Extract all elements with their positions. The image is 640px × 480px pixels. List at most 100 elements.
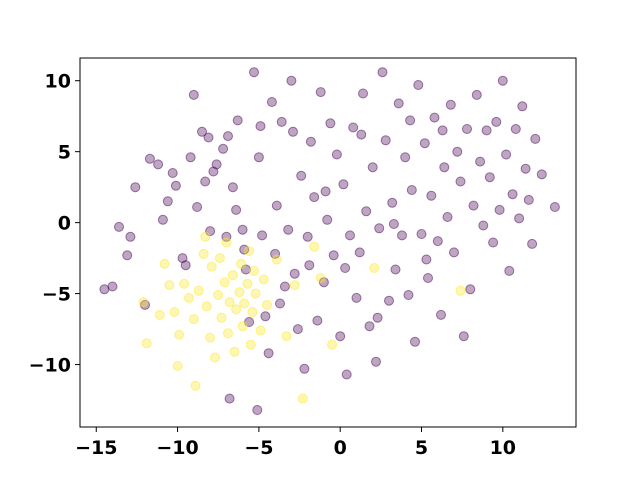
point-s0-97	[458, 331, 469, 342]
point-s1-46	[369, 263, 380, 273]
point-s0-18	[197, 126, 207, 137]
point-s0-78	[397, 230, 407, 241]
point-s1-47	[455, 285, 466, 296]
point-s0-81	[406, 185, 417, 195]
point-s0-69	[367, 162, 378, 173]
point-s0-1	[107, 281, 118, 292]
point-s0-26	[227, 182, 238, 193]
points-layer	[99, 67, 560, 415]
point-s0-96	[455, 176, 466, 187]
point-s0-71	[374, 223, 385, 234]
point-s1-13	[198, 248, 209, 259]
point-s1-3	[159, 258, 170, 269]
point-s1-33	[247, 307, 258, 317]
point-s0-105	[484, 172, 495, 183]
point-s0-104	[481, 125, 492, 136]
point-s0-119	[530, 133, 541, 144]
point-s1-1	[141, 338, 152, 349]
point-s0-127	[288, 126, 298, 137]
point-s0-33	[252, 405, 263, 415]
point-s1-16	[206, 261, 217, 272]
point-s0-8	[153, 159, 164, 170]
point-s0-136	[437, 125, 448, 136]
point-s0-92	[442, 212, 453, 222]
point-s1-25	[229, 346, 240, 357]
point-s0-64	[351, 292, 362, 303]
point-s0-85	[419, 138, 430, 149]
point-s0-90	[436, 309, 446, 320]
point-s0-79	[400, 152, 411, 163]
point-s1-2	[154, 309, 165, 320]
point-s0-10	[162, 196, 173, 207]
point-s1-15	[205, 332, 216, 343]
point-s0-132	[372, 312, 383, 323]
point-s0-23	[218, 143, 229, 154]
point-s0-83	[413, 80, 424, 90]
point-s0-50	[305, 136, 316, 147]
point-s0-48	[299, 363, 310, 374]
point-s0-106	[488, 237, 499, 248]
point-s0-35	[257, 230, 268, 241]
point-s0-125	[255, 121, 266, 132]
point-s0-108	[494, 204, 505, 215]
point-s0-57	[328, 250, 339, 261]
point-s0-32	[249, 67, 259, 78]
point-s0-94	[449, 247, 459, 258]
point-s0-73	[380, 135, 391, 146]
point-s1-8	[179, 278, 190, 289]
point-s0-95	[452, 146, 463, 157]
point-s1-44	[315, 273, 326, 283]
point-s0-16	[188, 89, 199, 100]
point-s0-58	[331, 149, 342, 160]
x-tick-label: −5	[244, 437, 273, 459]
point-s1-38	[262, 299, 272, 310]
point-s1-49	[200, 231, 211, 242]
point-s1-50	[244, 246, 255, 256]
point-s0-11	[167, 168, 178, 178]
point-s1-19	[214, 253, 225, 264]
point-s1-48	[221, 237, 232, 248]
point-s0-91	[439, 162, 450, 173]
point-s0-70	[371, 356, 381, 367]
point-s1-17	[210, 352, 220, 363]
x-tick-label: 0	[334, 437, 347, 459]
point-s0-49	[302, 231, 313, 242]
point-s0-56	[325, 118, 336, 129]
y-tick-label: −10	[29, 355, 71, 377]
point-s0-38	[266, 97, 277, 107]
point-s0-41	[276, 116, 287, 127]
x-axis: −15 −10 −5 0 5 10	[75, 427, 516, 459]
point-s1-24	[227, 270, 238, 281]
point-s1-0	[138, 297, 149, 308]
point-s1-35	[250, 288, 261, 299]
point-s1-31	[242, 278, 253, 289]
point-s0-45	[289, 268, 300, 279]
point-s0-113	[510, 124, 521, 134]
point-s0-133	[388, 219, 399, 229]
point-s0-12	[170, 180, 181, 191]
point-s0-29	[237, 224, 248, 235]
point-s1-28	[236, 258, 246, 269]
point-s0-128	[304, 260, 315, 271]
point-s0-117	[523, 194, 534, 205]
point-s0-67	[361, 206, 372, 217]
point-s0-53	[315, 87, 326, 98]
point-s1-40	[281, 331, 292, 342]
point-s1-37	[258, 274, 269, 285]
point-s0-63	[348, 122, 359, 133]
y-tick-label: −5	[42, 284, 71, 306]
x-tick-label: −10	[156, 437, 198, 459]
point-s0-14	[180, 260, 191, 271]
plot-frame	[79, 57, 577, 428]
point-s1-11	[190, 380, 201, 391]
point-s0-37	[263, 348, 274, 359]
point-s1-45	[327, 339, 338, 350]
point-s0-42	[279, 281, 290, 292]
point-s0-98	[462, 124, 472, 134]
point-s0-100	[468, 200, 479, 211]
point-s0-34	[253, 152, 264, 163]
point-s0-129	[320, 186, 331, 197]
point-s0-62	[345, 230, 355, 241]
point-s0-89	[432, 236, 443, 247]
